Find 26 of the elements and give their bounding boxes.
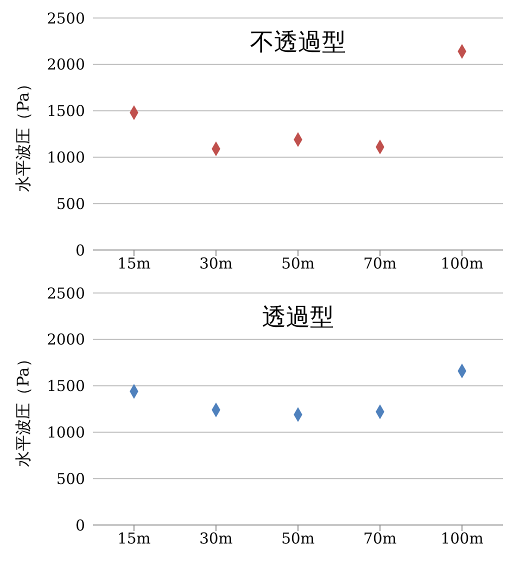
y-tick-label: 1500 bbox=[46, 377, 85, 396]
y-tick-label: 2500 bbox=[46, 284, 85, 302]
x-tick-label: 50m bbox=[281, 530, 315, 548]
x-tick-label: 30m bbox=[199, 254, 233, 273]
y-tick-label: 500 bbox=[56, 194, 85, 213]
x-tick-label: 70m bbox=[363, 254, 397, 273]
y-tick-label: 2000 bbox=[46, 330, 85, 349]
x-tick-label: 30m bbox=[199, 530, 233, 548]
x-tick-label: 100m bbox=[440, 530, 484, 548]
y-tick-label: 2500 bbox=[46, 9, 85, 28]
y-tick-label: 1500 bbox=[46, 102, 85, 120]
y-axis-title: 水平波圧（Pa） bbox=[14, 76, 33, 192]
y-tick-label: 0 bbox=[75, 241, 85, 260]
y-tick-label: 500 bbox=[56, 470, 85, 488]
x-tick-label: 15m bbox=[117, 254, 151, 273]
x-tick-label: 100m bbox=[440, 254, 484, 273]
y-tick-label: 2000 bbox=[46, 56, 85, 74]
x-tick-label: 15m bbox=[117, 530, 151, 548]
y-tick-label: 1000 bbox=[46, 424, 85, 442]
y-tick-label: 1000 bbox=[46, 148, 85, 167]
chart-title: 透過型 bbox=[261, 302, 335, 333]
text: 不透過型 bbox=[249, 27, 347, 58]
y-tick-label: 0 bbox=[75, 516, 85, 534]
y-axis-title: 水平波圧（Pa） bbox=[14, 351, 33, 467]
x-tick-label: 70m bbox=[363, 530, 397, 548]
x-tick-label: 50m bbox=[281, 254, 315, 273]
